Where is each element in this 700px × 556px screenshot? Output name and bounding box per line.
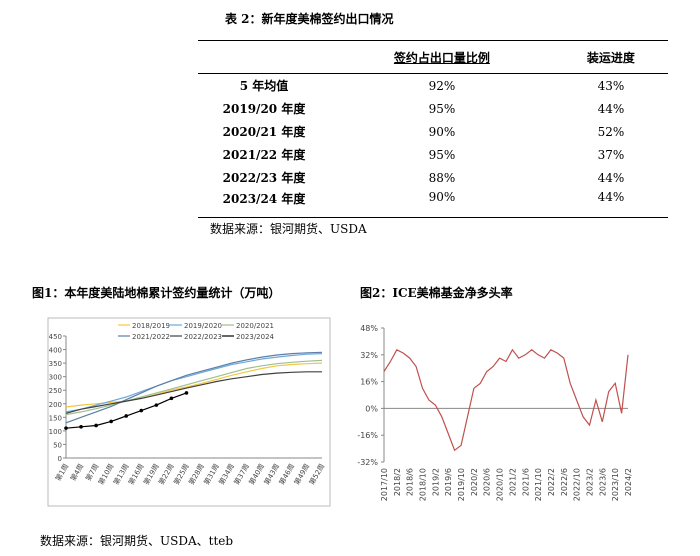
x-tick-label: 2020/2 xyxy=(470,468,479,496)
y-tick-label: 16% xyxy=(360,378,378,387)
table: 签约占出口量比例 装运进度 5 年均值 92% 43% 2019/20 年度 95% 44%… xyxy=(198,40,668,218)
header-cell: 装运进度 xyxy=(553,40,668,74)
y-tick-label: 400 xyxy=(49,347,62,355)
y-tick-label: -16% xyxy=(357,431,378,440)
series-line xyxy=(65,353,323,413)
y-tick-label: 350 xyxy=(49,360,62,368)
source: 数据来源：银河期货、USDA xyxy=(210,222,367,236)
table-cell: 92% xyxy=(428,78,456,93)
point xyxy=(109,419,113,424)
y-tick-label: 450 xyxy=(49,333,62,341)
series-line xyxy=(383,348,629,452)
table-cell: 44% xyxy=(597,170,625,185)
x-tick-label: 2019/10 xyxy=(457,468,466,501)
series-line xyxy=(65,371,322,414)
x-tick-label: 2023/2 xyxy=(585,468,594,496)
series-line xyxy=(65,362,323,408)
y-tick-label: 200 xyxy=(49,401,62,409)
x-tick-label: 2018/10 xyxy=(419,468,428,501)
header-cell: 签约占出口量比例 xyxy=(330,40,554,74)
x-tick-label: 2022/6 xyxy=(560,468,569,496)
table-cell: 2021/22 年度 xyxy=(222,148,306,162)
y-tick-label: 250 xyxy=(49,387,62,395)
table-cell: 43% xyxy=(597,78,625,93)
table-cell: 90% xyxy=(330,189,554,218)
series-line xyxy=(65,351,323,424)
table-row: 2019/20 年度 95% 44% xyxy=(198,97,668,120)
x-tick-label: 2023/10 xyxy=(611,468,620,501)
point xyxy=(154,403,159,407)
x-tick-label: 2018/2 xyxy=(393,468,402,496)
table-cell: 90% xyxy=(428,124,456,139)
x-tick-label: 2021/6 xyxy=(521,468,530,496)
table-cell: 2019/20 年度 xyxy=(222,102,306,116)
y-tick-label: 300 xyxy=(49,374,62,382)
table-cell: 88% xyxy=(428,170,456,185)
legend-label: 2022/2023 xyxy=(184,333,222,341)
x-tick-label: 2021/2 xyxy=(508,468,517,496)
y-tick-label: 0% xyxy=(365,404,378,413)
table-cell: 95% xyxy=(428,147,456,162)
x-tick-label: 2017/10 xyxy=(380,468,389,501)
x-tick-label: 2022/2 xyxy=(547,468,556,496)
figure-title: 图2：ICE美棉基金净多头率 xyxy=(360,286,513,300)
series-line xyxy=(65,359,323,416)
point xyxy=(79,425,83,429)
point xyxy=(64,426,68,430)
table-cell: 2023/24 年度 xyxy=(198,189,330,218)
point xyxy=(184,391,189,395)
x-tick-label: 2023/6 xyxy=(598,468,607,496)
table-cell: 95% xyxy=(428,101,456,116)
legend-label: 2019/2020 xyxy=(184,322,222,330)
table-cell: 2020/21 年度 xyxy=(222,125,306,139)
table-cell: 2022/23 年度 xyxy=(222,171,306,185)
x-tick-label: 2021/10 xyxy=(534,468,543,501)
x-tick-label: 2022/10 xyxy=(573,468,582,501)
footer-source: 数据来源：银河期货、USDA、tteb xyxy=(40,534,234,548)
x-tick-label: 2019/6 xyxy=(444,468,453,496)
y-tick-label: 32% xyxy=(360,351,378,360)
table-row: 2023/24 年度 90% 44% xyxy=(198,189,668,218)
x-tick-label: 2020/6 xyxy=(483,468,492,496)
legend-label: 2018/2019 xyxy=(132,322,170,330)
table-row: 5 年均值 92% 43% xyxy=(198,74,668,98)
legend-label: 2020/2021 xyxy=(236,322,274,330)
y-tick-label: 0 xyxy=(58,455,62,463)
y-tick-label: 150 xyxy=(49,414,62,422)
chart-1: 050100150200250300350400450第1周第4周第7周第10周… xyxy=(49,322,327,486)
x-tick-label: 2020/10 xyxy=(496,468,505,501)
x-tick-label: 2024/2 xyxy=(624,468,633,496)
table-title: 表 2：新年度美棉签约出口情况 xyxy=(225,12,394,26)
y-tick-label: -32% xyxy=(357,458,378,467)
legend-label: 2021/2022 xyxy=(132,333,170,341)
table-row: 2021/22 年度 95% 37% xyxy=(198,143,668,166)
point xyxy=(169,396,174,401)
table-row: 2022/23 年度 88% 44% xyxy=(198,166,668,189)
table-cell: 5 年均值 xyxy=(239,79,289,93)
table-cell: 52% xyxy=(597,124,625,139)
point xyxy=(139,408,144,413)
y-tick-label: 100 xyxy=(49,428,62,436)
x-tick-label: 2019/2 xyxy=(431,468,440,496)
point xyxy=(124,414,129,418)
chart-2: -32% -16% 0% 16% 32% 48% 2017/10 2018/2 2018/6 20… xyxy=(357,324,633,501)
point xyxy=(94,423,98,428)
y-tick-label: 50 xyxy=(53,441,62,449)
table-cell: 37% xyxy=(597,147,625,162)
figure-title: 图1：本年度美陆地棉累计签约量统计（万吨） xyxy=(32,286,281,300)
table-row: 2020/21 年度 90% 52% xyxy=(198,120,668,143)
header-cell xyxy=(198,40,330,74)
y-tick-label: 48% xyxy=(360,324,378,333)
table-cell: 44% xyxy=(597,101,625,116)
x-tick-label: 2018/6 xyxy=(406,468,415,496)
table-cell: 44% xyxy=(553,189,668,218)
legend-label: 2023/2024 xyxy=(236,333,275,341)
